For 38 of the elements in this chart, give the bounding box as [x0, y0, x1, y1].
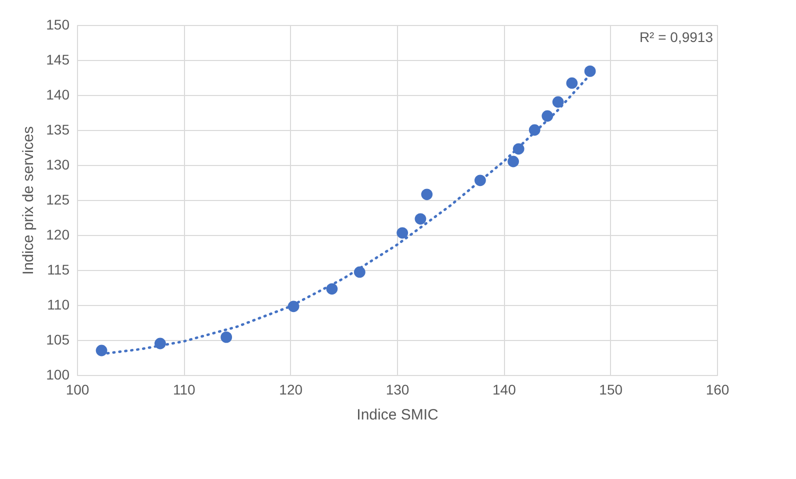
point — [474, 174, 486, 186]
point — [566, 77, 578, 89]
point — [288, 300, 300, 312]
y-tick-label: 130 — [46, 156, 70, 172]
y-tick-label: 145 — [46, 52, 70, 68]
x-tick-label: 160 — [706, 382, 730, 398]
y-tick-label: 100 — [46, 366, 70, 382]
y-tick-label: 110 — [47, 296, 70, 312]
point — [584, 66, 596, 77]
point — [354, 266, 366, 278]
x-axis-title: Indice SMIC — [356, 406, 439, 424]
point — [552, 96, 564, 108]
annotation: R² = 0,9913 — [639, 29, 714, 45]
point — [96, 344, 108, 356]
y-tick-label: 150 — [46, 16, 70, 32]
y-tick-label: 140 — [46, 86, 70, 102]
y-tick-label: 105 — [46, 332, 70, 348]
y-tick-label: 120 — [46, 226, 70, 242]
x-tick-label: 110 — [173, 382, 196, 398]
x-tick-label: 150 — [599, 382, 623, 398]
point — [508, 156, 519, 168]
point — [528, 124, 540, 136]
point — [542, 110, 554, 122]
y-tick-label: 125 — [46, 192, 70, 208]
x-tick-label: 120 — [279, 382, 303, 398]
y-tick-label: 115 — [47, 262, 70, 278]
x-tick-label: 140 — [492, 382, 516, 398]
y-tick-label: 135 — [46, 122, 70, 138]
point — [414, 213, 426, 225]
point — [326, 283, 338, 295]
y-axis-title: Indice prix de services — [20, 126, 38, 275]
x-tick-label: 130 — [386, 382, 410, 398]
point — [421, 188, 433, 200]
point — [512, 143, 524, 155]
point — [154, 338, 166, 350]
x-tick-label: 100 — [66, 382, 90, 398]
point — [396, 227, 408, 239]
point — [220, 332, 232, 343]
